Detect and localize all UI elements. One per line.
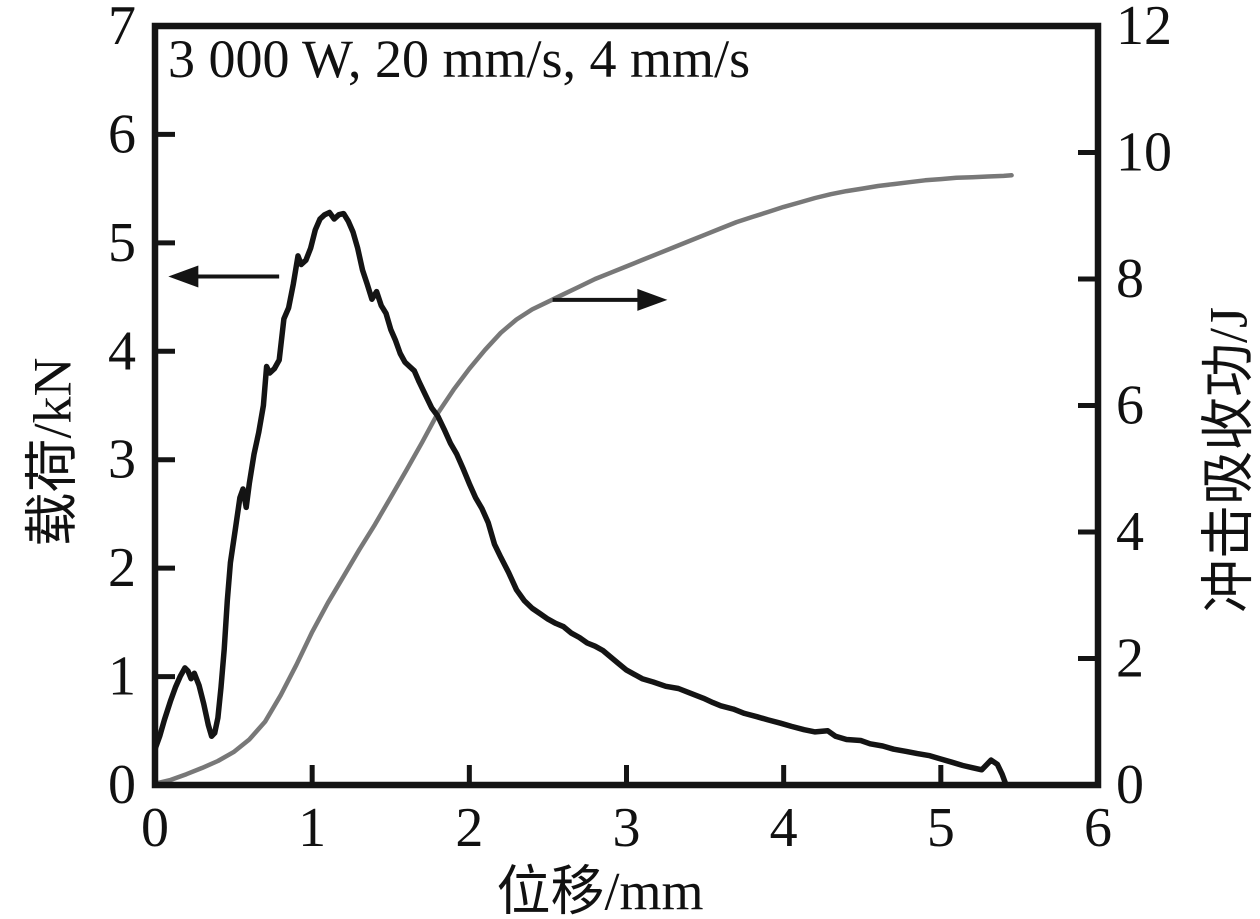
y-right-tick-label: 10 — [1116, 122, 1172, 184]
y-right-tick-label: 8 — [1116, 248, 1144, 310]
x-tick-label: 0 — [141, 797, 169, 859]
x-tick-label: 2 — [455, 797, 483, 859]
x-tick-label: 5 — [927, 797, 955, 859]
y-left-tick-label: 0 — [108, 754, 136, 816]
y-right-tick-label: 12 — [1116, 0, 1172, 57]
load-curve — [152, 209, 1009, 786]
x-axis-title: 位移/mm — [496, 861, 704, 919]
right-axis-arrow-head — [637, 288, 668, 311]
plot-frame — [151, 22, 1102, 789]
x-tick-label: 6 — [1084, 797, 1112, 859]
y-right-tick-label: 6 — [1116, 375, 1144, 437]
y-axis-left-title: 载荷/kN — [22, 357, 83, 547]
y-left-tick-label: 5 — [108, 212, 136, 274]
y-left-tick-label: 2 — [108, 537, 136, 599]
x-tick-label: 1 — [298, 797, 326, 859]
y-right-tick-label: 2 — [1116, 628, 1144, 690]
y-left-tick-label: 1 — [108, 646, 136, 708]
x-tick-label: 3 — [613, 797, 641, 859]
y-axis-right-title: 冲击吸收功/J — [1198, 306, 1259, 614]
energy-curve — [152, 173, 1014, 786]
y-left-tick-label: 7 — [108, 0, 136, 57]
left-axis-arrow-head — [168, 265, 199, 288]
y-left-tick-label: 4 — [108, 320, 136, 382]
y-right-tick-label: 4 — [1116, 501, 1144, 563]
x-tick-label: 4 — [770, 797, 798, 859]
y-left-tick-label: 3 — [108, 429, 136, 491]
y-left-tick-label: 6 — [108, 103, 136, 165]
y-right-tick-label: 0 — [1116, 754, 1144, 816]
chart-annotation: 3 000 W, 20 mm/s, 4 mm/s — [168, 29, 751, 89]
